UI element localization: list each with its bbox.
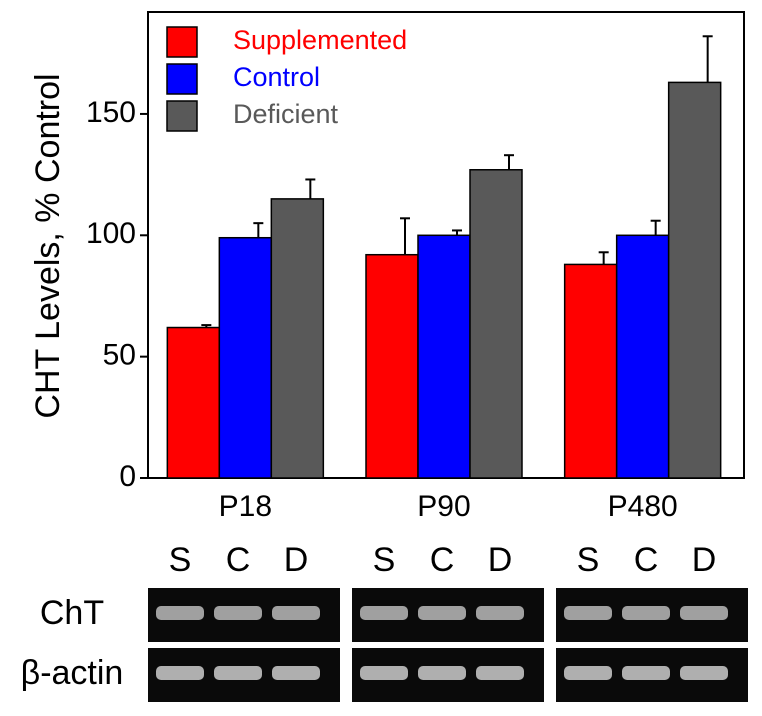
- lane-label: D: [488, 541, 513, 579]
- y-tick-label: 150: [86, 96, 136, 129]
- y-tick-label: 0: [119, 460, 136, 493]
- y-tick-label: 100: [86, 217, 136, 250]
- lane-label: D: [284, 541, 309, 579]
- gel-band: [214, 666, 262, 680]
- bar: [667, 81, 722, 479]
- gel-band: [272, 666, 320, 680]
- bar: [270, 198, 325, 479]
- legend-swatch: [166, 63, 198, 95]
- x-tick-label: P90: [417, 490, 470, 523]
- row-label: ChT: [40, 594, 104, 632]
- lane-label: C: [634, 541, 659, 579]
- gel-band: [360, 666, 408, 680]
- bar: [563, 263, 618, 479]
- lane-label: C: [226, 541, 251, 579]
- gel-band: [360, 606, 408, 620]
- gel-band: [476, 606, 524, 620]
- legend-label: Supplemented: [233, 25, 407, 55]
- gel-band: [564, 606, 612, 620]
- row-label: β-actin: [21, 654, 124, 692]
- legend-swatch: [166, 26, 198, 58]
- bar: [365, 253, 419, 479]
- gel-band: [622, 666, 670, 680]
- gel-band: [564, 666, 612, 680]
- legend-swatch: [166, 100, 198, 132]
- legend-label: Deficient: [233, 99, 339, 129]
- gel-band: [680, 666, 728, 680]
- gel-band: [418, 606, 466, 620]
- gel-band: [214, 606, 262, 620]
- lane-label: S: [373, 541, 396, 579]
- lane-label: C: [430, 541, 455, 579]
- gel-band: [680, 606, 728, 620]
- gel-band: [272, 606, 320, 620]
- lane-label: D: [692, 541, 717, 579]
- gel-band: [156, 666, 204, 680]
- lane-label: S: [577, 541, 600, 579]
- x-tick-label: P480: [608, 490, 678, 523]
- lane-label: S: [169, 541, 192, 579]
- y-tick-label: 50: [103, 339, 136, 372]
- bar: [417, 234, 471, 479]
- x-tick-label: P18: [219, 490, 272, 523]
- bar: [218, 236, 273, 479]
- legend-label: Control: [233, 62, 320, 92]
- gel-band: [418, 666, 466, 680]
- gel-band: [622, 606, 670, 620]
- bar: [469, 169, 523, 479]
- bar: [615, 234, 670, 479]
- gel-band: [156, 606, 204, 620]
- y-axis-label: CHT Levels, % Control: [29, 73, 67, 418]
- bar: [166, 326, 221, 479]
- gel-band: [476, 666, 524, 680]
